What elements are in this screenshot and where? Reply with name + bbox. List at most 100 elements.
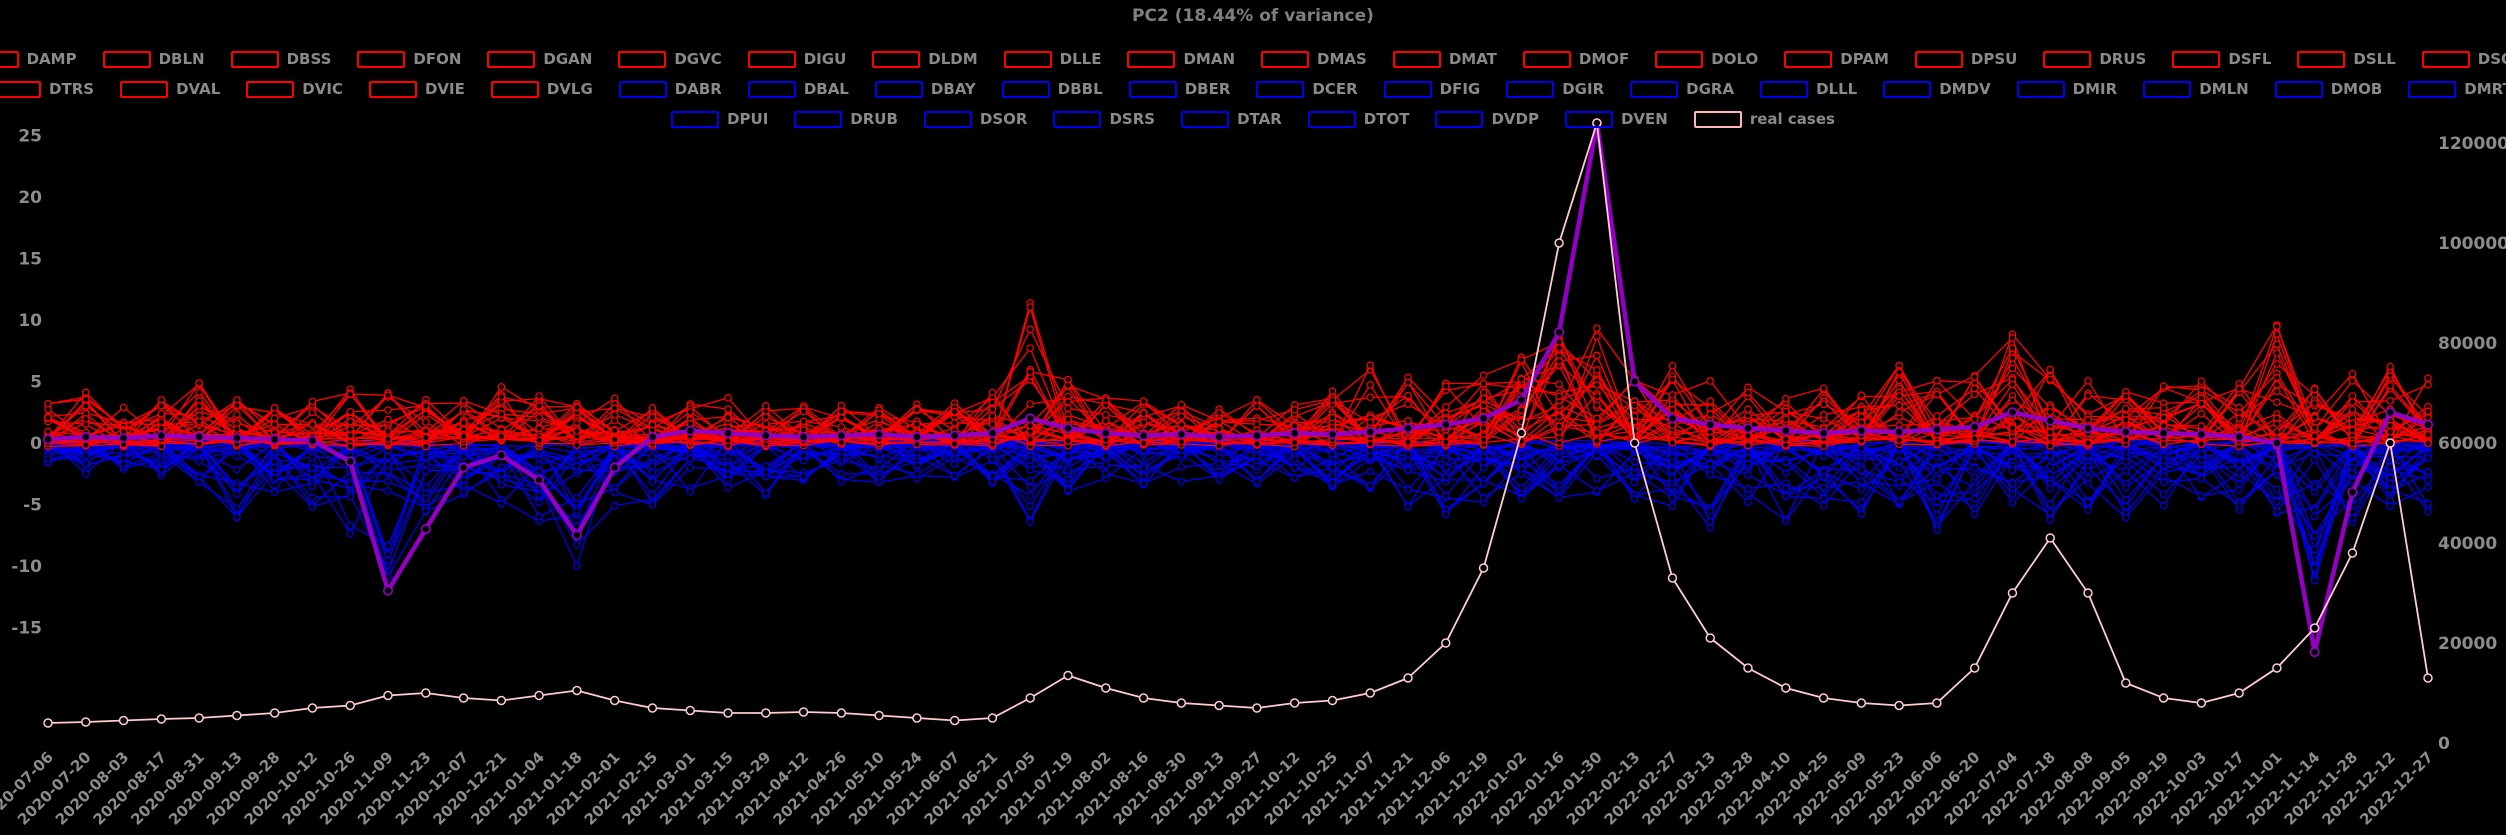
series-marker[interactable] [157,409,166,418]
series-marker[interactable] [1516,394,1527,405]
series-marker[interactable] [723,708,733,718]
series-marker[interactable] [346,390,355,398]
series-marker[interactable] [2121,416,2130,424]
series-marker[interactable] [195,478,203,487]
series-marker[interactable] [1479,371,1488,380]
series-marker[interactable] [195,402,203,410]
series-marker[interactable] [497,410,506,418]
series-marker[interactable] [2008,438,2017,446]
series-marker[interactable] [1441,432,1450,440]
series-marker[interactable] [987,428,998,439]
series-marker[interactable] [384,487,392,495]
legend-item-dmof[interactable]: DMOF [1522,50,1629,68]
series-marker[interactable] [1819,494,1828,503]
series-marker[interactable] [2008,479,2017,487]
series-marker[interactable] [1026,325,1035,334]
legend-item-dcer[interactable]: DCER [1256,80,1358,98]
series-marker[interactable] [686,419,695,428]
series-marker[interactable] [535,460,543,469]
series-marker[interactable] [1290,463,1299,472]
series-marker[interactable] [2386,502,2395,510]
series-marker[interactable] [1404,438,1412,446]
series-marker[interactable] [2273,373,2281,382]
series-marker[interactable] [80,431,91,442]
series-marker[interactable] [2121,483,2130,492]
series-marker[interactable] [1026,517,1035,526]
series-marker[interactable] [2309,623,2320,633]
series-marker[interactable] [535,512,543,521]
series-marker[interactable] [1555,413,1563,421]
series-marker[interactable] [1290,473,1299,482]
series-marker[interactable] [2121,436,2130,444]
series-marker[interactable] [761,468,770,477]
series-marker[interactable] [874,710,884,721]
series-marker[interactable] [2046,442,2055,450]
series-marker[interactable] [269,708,280,718]
series-marker[interactable] [2234,688,2244,698]
series-marker[interactable] [1441,510,1450,519]
series-marker[interactable] [1138,693,1149,703]
series-marker[interactable] [1744,453,1752,462]
series-marker[interactable] [1555,453,1563,461]
series-marker[interactable] [118,433,129,444]
series-marker[interactable] [1064,467,1072,475]
series-marker[interactable] [2121,404,2130,413]
series-marker[interactable] [1441,638,1451,648]
series-marker[interactable] [2273,360,2281,368]
series-marker[interactable] [81,402,90,410]
legend-item-drus[interactable]: DRUS [2043,50,2146,68]
series-marker[interactable] [2158,693,2169,703]
legend-item-dtot[interactable]: DTOT [1307,110,1409,128]
series-marker[interactable] [686,454,695,463]
series-marker[interactable] [2046,428,2055,437]
series-marker[interactable] [1593,451,1601,460]
series-marker[interactable] [2046,470,2055,479]
series-marker[interactable] [2084,439,2092,447]
series-marker[interactable] [2197,492,2206,500]
series-marker[interactable] [1403,673,1413,683]
series-marker[interactable] [1593,420,1601,428]
series-marker[interactable] [950,472,959,480]
series-marker[interactable] [1668,494,1677,502]
series-marker[interactable] [1744,498,1752,506]
series-marker[interactable] [1253,396,1261,404]
series-marker[interactable] [988,420,997,429]
series-marker[interactable] [1857,444,1866,453]
series-marker[interactable] [2084,392,2092,400]
series-marker[interactable] [724,405,732,413]
series-marker[interactable] [2121,467,2130,475]
series-marker[interactable] [1138,430,1149,441]
series-marker[interactable] [1366,361,1375,369]
series-marker[interactable] [535,424,543,433]
series-marker[interactable] [535,392,543,400]
series-marker[interactable] [1366,393,1375,402]
series-marker[interactable] [609,462,620,473]
series-marker[interactable] [2046,463,2055,471]
series-marker[interactable] [1289,698,1300,708]
series-marker[interactable] [346,417,355,426]
series-marker[interactable] [346,529,355,538]
legend-item-dmas[interactable]: DMAS [1261,50,1367,68]
series-marker[interactable] [1895,408,1903,417]
legend-item-dvdp[interactable]: DVDP [1435,110,1539,128]
series-marker[interactable] [874,429,885,440]
legend-item-dmir[interactable]: DMIR [2016,80,2117,98]
series-marker[interactable] [1818,693,1829,703]
series-marker[interactable] [1895,376,1903,385]
legend-item-dfon[interactable]: DFON [357,50,461,68]
series-marker[interactable] [2008,334,2017,342]
series-line[interactable] [47,438,2429,536]
series-marker[interactable] [157,401,166,410]
series-marker[interactable] [2008,396,2017,405]
series-marker[interactable] [157,418,166,426]
series-marker[interactable] [610,404,619,413]
series-marker[interactable] [194,431,205,442]
series-marker[interactable] [421,401,430,410]
series-marker[interactable] [44,455,52,463]
series-marker[interactable] [912,713,922,723]
series-marker[interactable] [1970,452,1979,461]
series-marker[interactable] [724,394,732,402]
series-marker[interactable] [1668,391,1677,399]
series-marker[interactable] [1253,420,1261,429]
series-marker[interactable] [2197,409,2206,418]
